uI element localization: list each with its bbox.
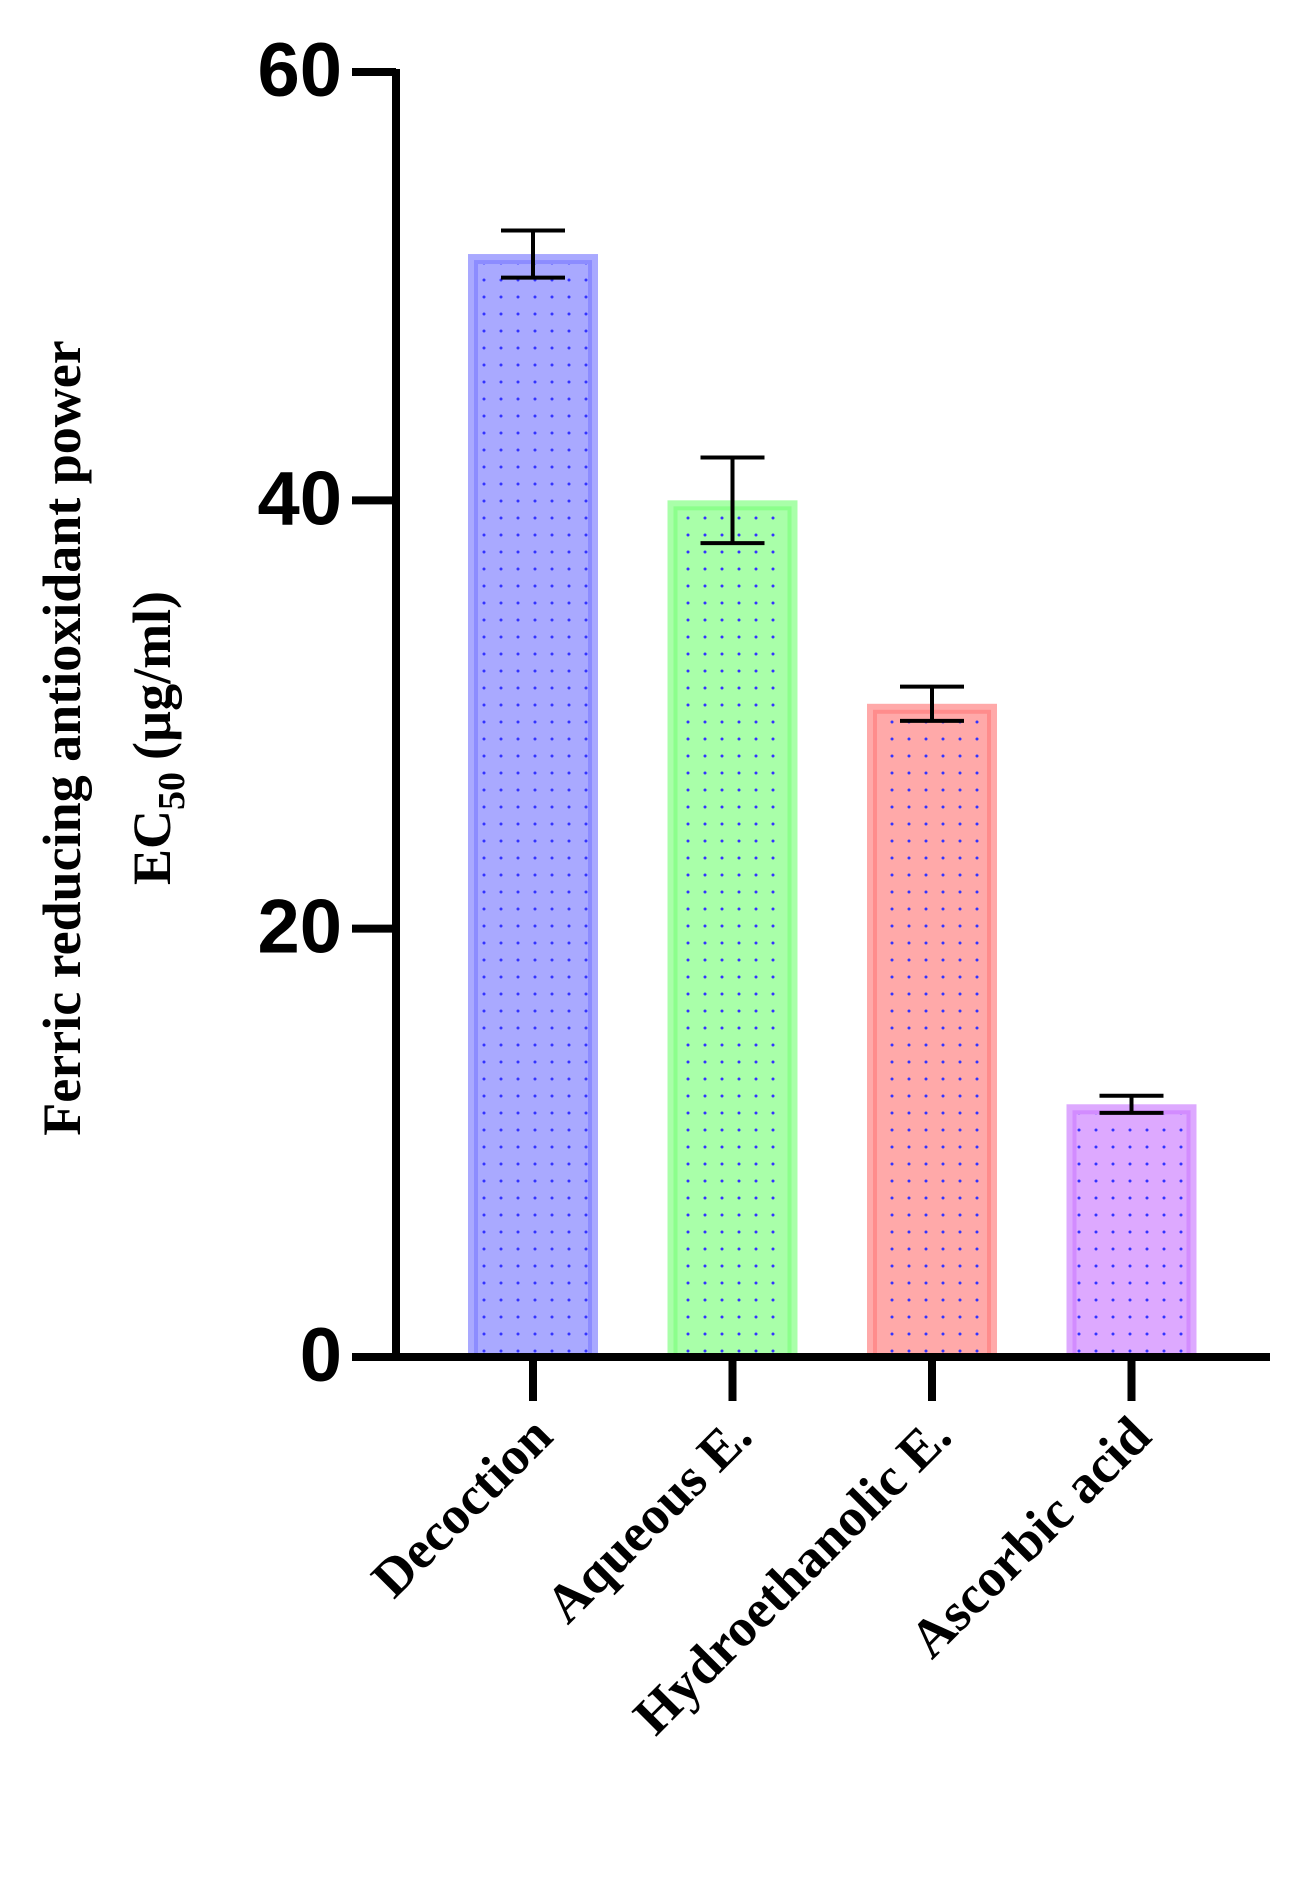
error-bar bbox=[700, 455, 765, 546]
y-label-subscript: 50 bbox=[151, 772, 193, 810]
y-tick-label: 20 bbox=[257, 885, 342, 970]
y-label-unit: (µg/ml) bbox=[122, 591, 182, 760]
error-bar bbox=[501, 228, 565, 280]
x-tick-label: Decoction bbox=[360, 1405, 564, 1609]
y-tick-label: 40 bbox=[257, 456, 342, 541]
y-axis-label: Ferric reducing antioxidant power EC50 (µ… bbox=[32, 340, 193, 1135]
y-tick-label: 0 bbox=[300, 1313, 342, 1398]
y-label-ec: EC bbox=[122, 810, 182, 885]
error-bar bbox=[1099, 1093, 1164, 1115]
bar-pattern bbox=[1072, 1110, 1191, 1359]
bar-pattern bbox=[873, 709, 991, 1359]
y-label-line1: Ferric reducing antioxidant power bbox=[32, 340, 92, 1135]
y-tick-label: 60 bbox=[257, 28, 342, 113]
bar-pattern bbox=[474, 260, 592, 1360]
y-label-line2: EC50 (µg/ml) bbox=[122, 591, 193, 885]
bar-pattern bbox=[673, 506, 792, 1360]
error-bar bbox=[900, 684, 964, 723]
